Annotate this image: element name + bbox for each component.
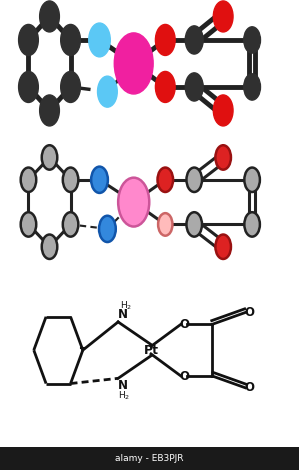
Circle shape (114, 33, 153, 94)
Text: H$_2$: H$_2$ (120, 299, 132, 312)
Text: H$_2$: H$_2$ (118, 390, 130, 402)
Circle shape (21, 212, 36, 237)
Text: N: N (118, 308, 128, 321)
Text: alamy - EB3PJR: alamy - EB3PJR (115, 454, 184, 463)
Circle shape (89, 23, 110, 57)
Circle shape (42, 235, 57, 259)
Circle shape (185, 26, 203, 54)
Circle shape (19, 71, 38, 102)
Circle shape (40, 95, 60, 126)
Circle shape (63, 212, 78, 237)
Circle shape (244, 74, 260, 100)
Text: O: O (244, 306, 254, 319)
Circle shape (244, 27, 260, 53)
Text: N: N (118, 379, 128, 392)
Circle shape (158, 213, 173, 236)
Circle shape (187, 168, 202, 192)
Circle shape (19, 24, 38, 55)
Circle shape (91, 167, 108, 193)
Circle shape (155, 71, 175, 102)
Circle shape (40, 1, 60, 32)
Circle shape (118, 178, 149, 227)
Circle shape (63, 168, 78, 192)
Circle shape (213, 1, 233, 32)
Text: O: O (179, 318, 189, 331)
Circle shape (244, 212, 260, 237)
Circle shape (97, 76, 117, 107)
Circle shape (155, 24, 175, 55)
Circle shape (215, 235, 231, 259)
Bar (0, 447, 299, 470)
Circle shape (215, 145, 231, 170)
Circle shape (213, 95, 233, 126)
Text: O: O (179, 369, 189, 383)
Circle shape (61, 71, 80, 102)
Text: Pt: Pt (144, 344, 158, 357)
Circle shape (42, 145, 57, 170)
Circle shape (61, 24, 80, 55)
Text: O: O (244, 381, 254, 394)
Circle shape (99, 216, 116, 242)
Circle shape (21, 168, 36, 192)
Circle shape (244, 168, 260, 192)
Circle shape (187, 212, 202, 237)
Circle shape (185, 73, 203, 101)
Circle shape (158, 168, 173, 192)
